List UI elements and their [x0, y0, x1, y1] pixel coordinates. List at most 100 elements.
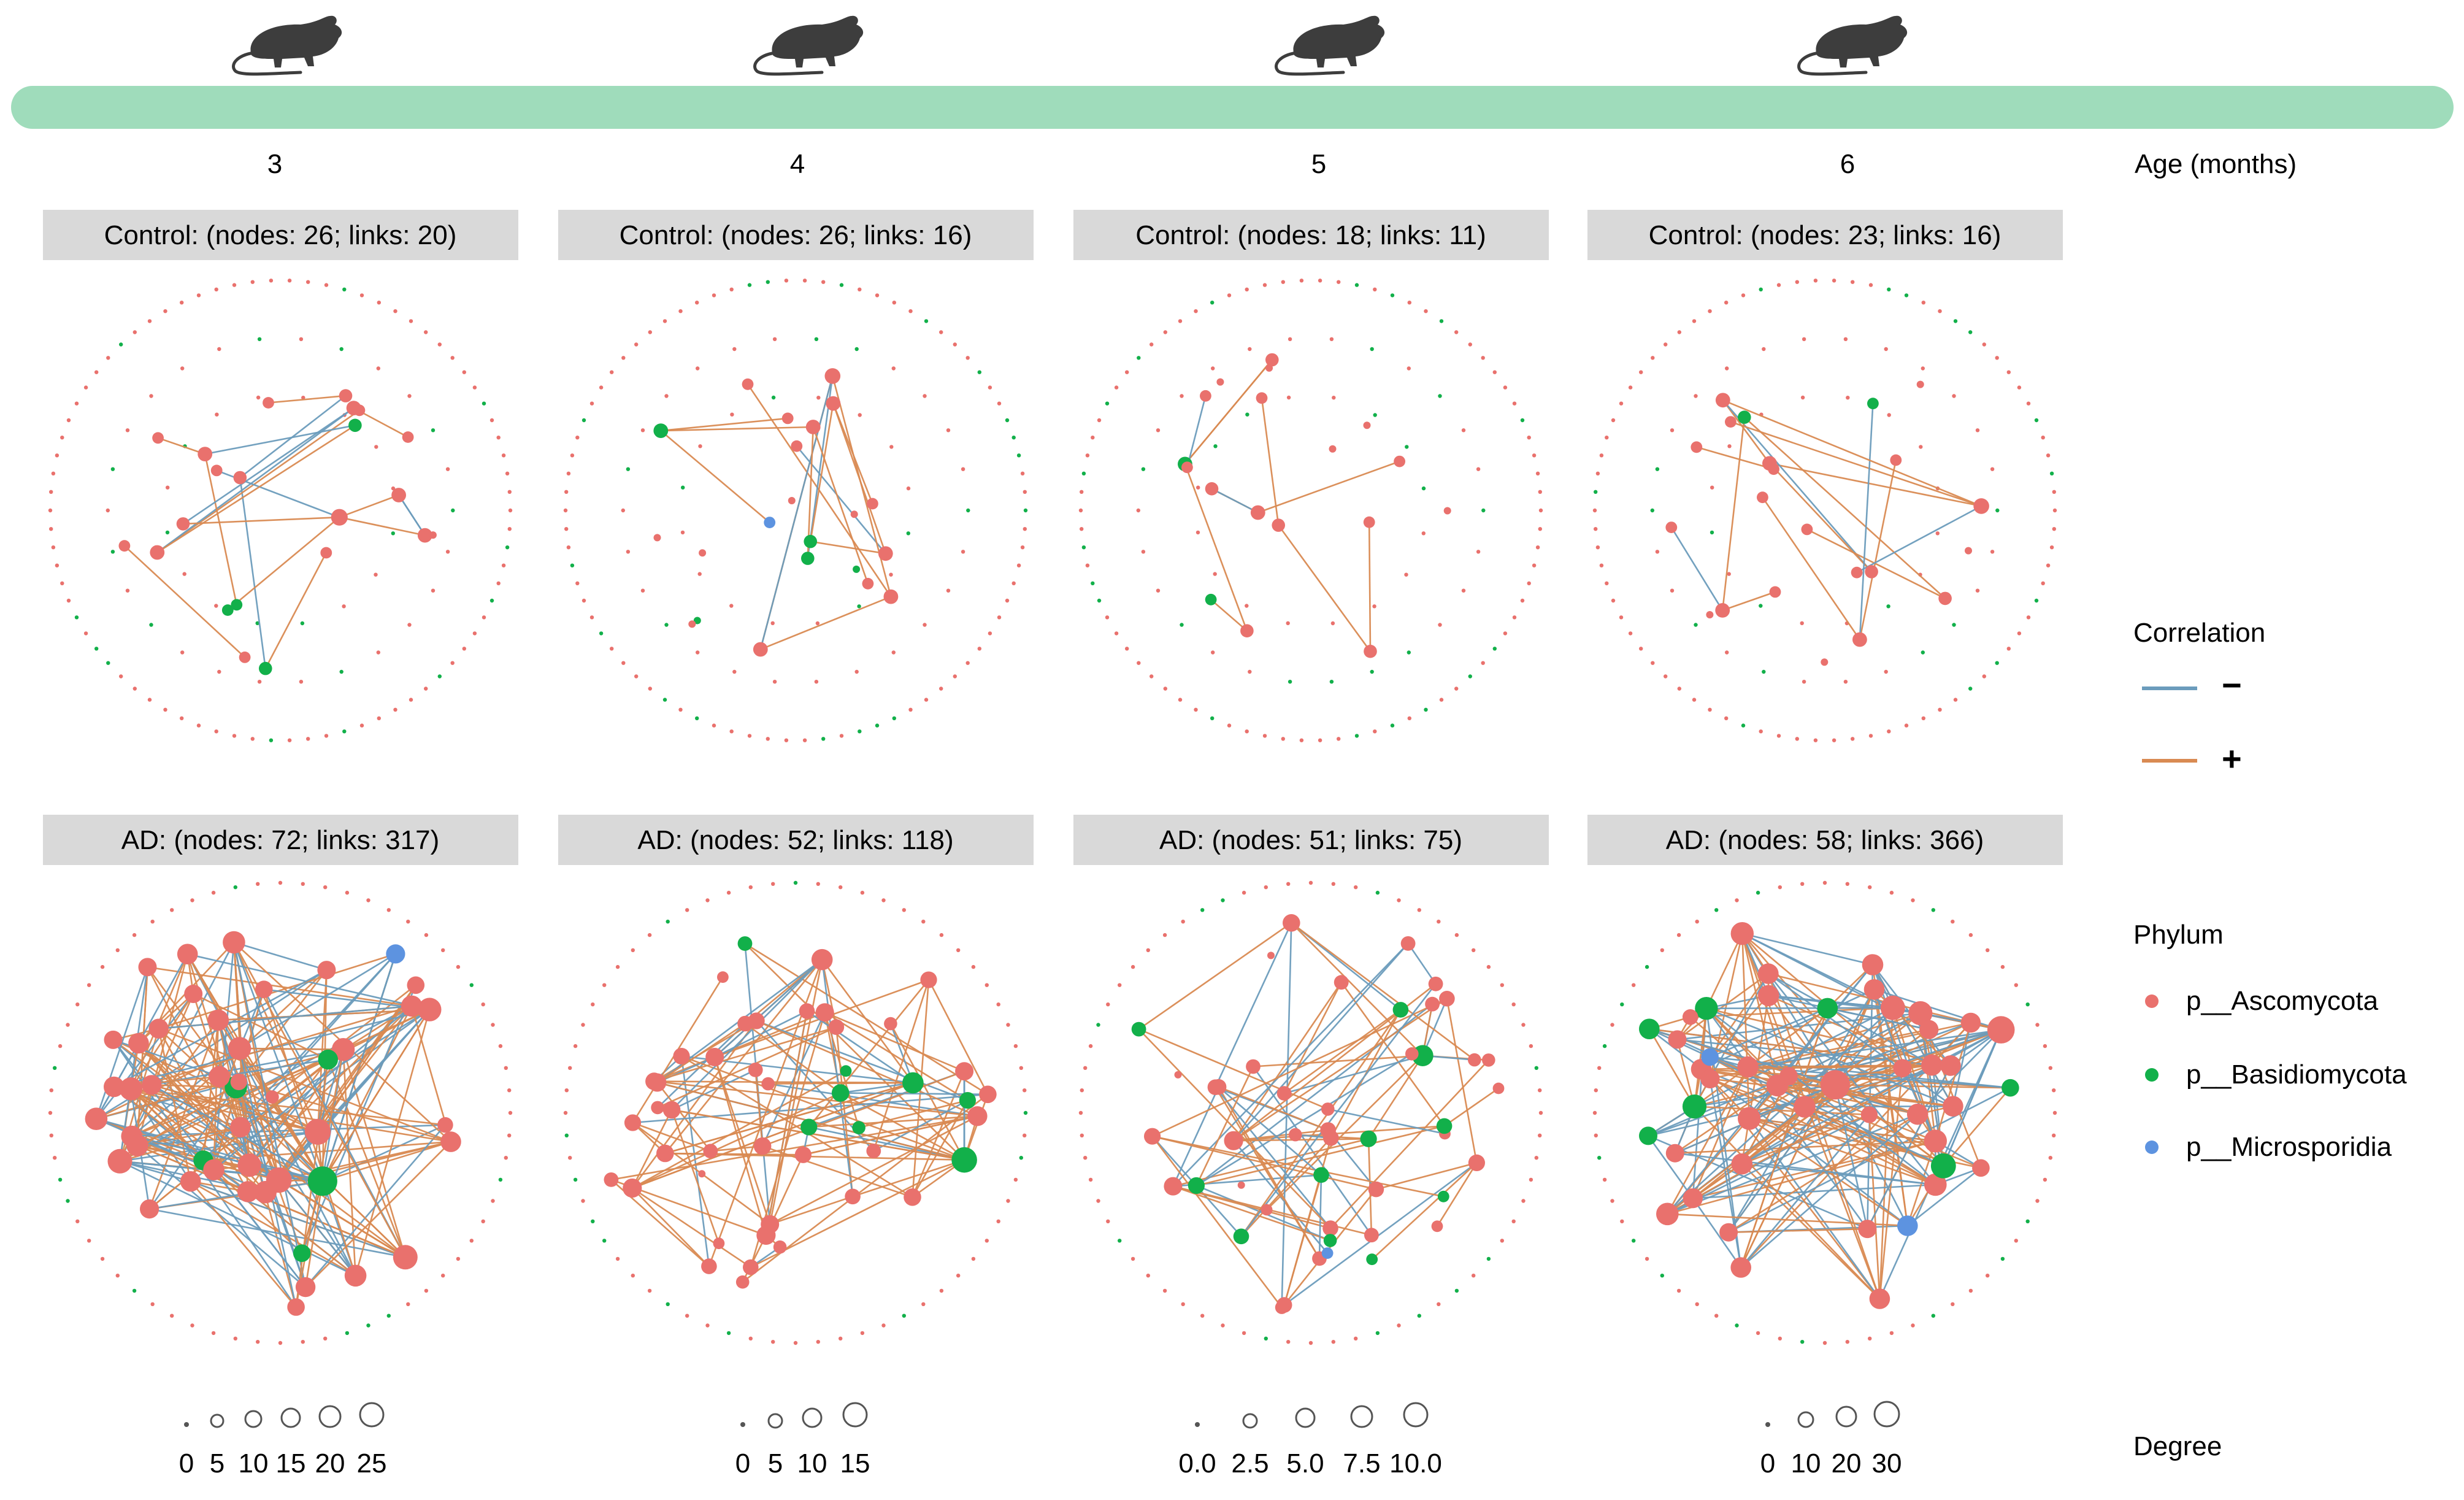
network-node-isolated — [1639, 647, 1643, 651]
network-node — [979, 1085, 997, 1104]
network-edge-positive — [1234, 1138, 1369, 1142]
network-node — [1908, 1001, 1933, 1026]
network-node-isolated — [278, 1340, 283, 1345]
network-node — [85, 1107, 108, 1130]
network-node-isolated — [1407, 301, 1411, 305]
network-node-isolated — [1759, 604, 1763, 608]
network-node-isolated — [2025, 1002, 2030, 1007]
network-node-isolated — [1096, 1199, 1100, 1203]
network-node — [735, 1275, 750, 1289]
network-node-isolated — [257, 680, 262, 684]
network-node — [1275, 1301, 1289, 1314]
network-edge-positive — [321, 1006, 413, 1182]
network-node — [748, 1012, 765, 1029]
network-node — [198, 447, 213, 461]
network-node-isolated — [1264, 1336, 1268, 1340]
network-node — [1665, 1144, 1684, 1163]
network-edge-negative — [1186, 395, 1207, 468]
network-node-isolated — [445, 550, 450, 554]
network-node-isolated — [1832, 738, 1836, 742]
network-node-isolated — [1527, 581, 1531, 585]
network-node-isolated — [697, 572, 702, 576]
network-edge-negative — [671, 959, 823, 1110]
network-edge-positive — [1151, 1136, 1283, 1308]
network-node-isolated — [1088, 1044, 1093, 1048]
network-node-isolated — [1354, 734, 1359, 738]
network-node — [1233, 1228, 1249, 1245]
network-node-isolated — [424, 330, 428, 334]
mouse-icon — [1276, 16, 1385, 74]
network-node-isolated — [662, 319, 667, 323]
network-node-isolated — [2052, 527, 2056, 531]
network-edge-positive — [1741, 933, 1778, 1086]
network-node — [1890, 454, 1902, 466]
degree-tick: 5 — [768, 1448, 783, 1479]
network-node-isolated — [1023, 1133, 1027, 1138]
network-node-isolated — [575, 581, 580, 585]
network-node — [1364, 644, 1377, 658]
network-node-isolated — [1141, 550, 1146, 554]
network-node-isolated — [324, 283, 329, 287]
network-edge-negative — [806, 1010, 914, 1084]
network-node-isolated — [1813, 738, 1818, 742]
panel-title-control-4: Control: (nodes: 26; links: 16) — [620, 220, 972, 250]
network-node-isolated — [988, 631, 992, 636]
degree-tick: 7.5 — [1343, 1448, 1380, 1479]
network-node-isolated — [1375, 890, 1380, 895]
network-node-isolated — [1020, 471, 1025, 475]
network-edge-positive — [762, 1145, 913, 1198]
network-node-isolated — [269, 738, 274, 742]
network-node — [624, 1114, 642, 1131]
network-node-isolated — [748, 1336, 753, 1340]
network-node — [794, 1146, 812, 1163]
network-node-isolated — [1660, 1274, 1664, 1278]
network-node-isolated — [860, 890, 865, 895]
network-node-isolated — [437, 674, 442, 679]
network-edge-positive — [190, 1180, 297, 1308]
network-node-isolated — [345, 890, 350, 895]
network-node-isolated — [1013, 1177, 1018, 1182]
network-edge-positive — [1184, 463, 1248, 631]
network-node-isolated — [1288, 337, 1292, 341]
network-node-isolated — [437, 342, 442, 347]
network-node-isolated — [256, 1340, 260, 1344]
network-node-isolated — [60, 581, 64, 585]
network-node-isolated — [648, 330, 653, 334]
network-node-isolated — [1975, 428, 1980, 433]
degree-scale-symbol — [767, 1413, 783, 1429]
network-node-isolated — [1822, 880, 1827, 885]
network-node — [233, 471, 247, 485]
network-edge-positive — [268, 394, 346, 404]
network-node — [344, 1264, 367, 1287]
network-node — [748, 1063, 763, 1077]
network-node — [402, 431, 414, 443]
network-node-isolated — [53, 1156, 57, 1160]
network-node-isolated — [1938, 707, 1942, 712]
network-edge-negative — [1692, 1198, 1742, 1268]
network-node-isolated — [1492, 370, 1497, 374]
network-node-isolated — [816, 1340, 821, 1344]
network-node — [1973, 498, 1989, 514]
network-node — [295, 1277, 316, 1298]
network-edge-negative — [190, 1009, 431, 1182]
panel-strip-ad-6 — [1587, 815, 2063, 865]
network-node-isolated — [610, 647, 614, 651]
network-node-isolated — [1006, 1199, 1010, 1203]
network-edge-positive — [927, 979, 989, 1095]
network-node-isolated — [393, 309, 397, 313]
network-edge-negative — [1856, 505, 1982, 574]
network-node-isolated — [1454, 933, 1459, 937]
network-node — [1439, 991, 1455, 1007]
network-node-isolated — [1424, 309, 1428, 313]
network-node-isolated — [1795, 280, 1799, 284]
network-edge-positive — [821, 959, 914, 1083]
network-node — [920, 971, 937, 988]
network-node — [317, 961, 336, 980]
network-node — [1700, 1069, 1720, 1089]
network-edge-positive — [239, 1048, 280, 1180]
network-node — [339, 389, 353, 402]
network-node-isolated — [49, 527, 53, 531]
network-node-isolated — [1106, 1002, 1110, 1007]
network-edge-positive — [660, 430, 770, 523]
network-node — [1363, 516, 1375, 528]
